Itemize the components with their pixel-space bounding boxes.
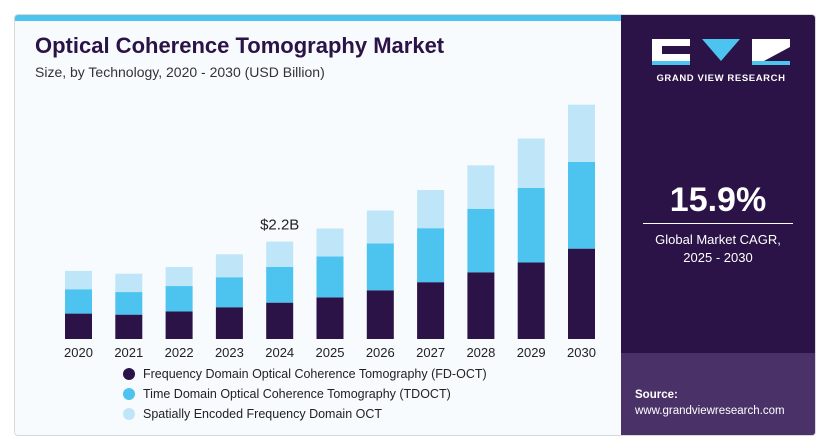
bar-2027-series-3: [417, 190, 445, 229]
bar-2030-series-1: [568, 248, 595, 339]
x-tick-label-2029: 2029: [517, 345, 546, 360]
bar-2025-series-1: [316, 297, 344, 339]
bar-2023-series-3: [215, 254, 243, 278]
legend-swatch-fd-oct: [123, 368, 135, 380]
bar-2020-series-3: [65, 270, 92, 290]
legend-item-spatially-encoded: Spatially Encoded Frequency Domain OCT: [123, 404, 487, 424]
cagr-label-line2: 2025 - 2030: [683, 250, 753, 265]
chart-title: Optical Coherence Tomography Market: [35, 33, 445, 58]
x-tick-label-2023: 2023: [215, 345, 244, 360]
bar-2027-series-1: [417, 282, 445, 339]
x-tick-label-2027: 2027: [416, 345, 445, 360]
bar-2029-series-2: [517, 187, 545, 263]
bar-2022-series-2: [165, 286, 193, 312]
bar-2020-series-2: [65, 289, 92, 314]
bar-2021-series-2: [115, 292, 143, 315]
legend-label-spatially-encoded: Spatially Encoded Frequency Domain OCT: [143, 407, 383, 421]
bar-2020-series-1: [65, 313, 92, 339]
cagr-divider: [643, 223, 793, 224]
cagr-value: 15.9%: [669, 181, 767, 219]
x-tick-label-2025: 2025: [316, 345, 345, 360]
brand-logo: GRAND VIEW RESEARCH: [646, 37, 796, 107]
grand-view-research-logo-icon: [652, 39, 790, 65]
bar-2026-series-1: [366, 290, 394, 339]
source-url[interactable]: www.grandviewresearch.com: [635, 405, 785, 417]
bar-2024-series-2: [266, 267, 294, 303]
bar-2021-series-3: [115, 273, 143, 293]
accent-bar: [15, 15, 621, 21]
x-tick-label-2030: 2030: [567, 345, 596, 360]
x-tick-label-2026: 2026: [366, 345, 395, 360]
x-tick-label-2022: 2022: [165, 345, 194, 360]
legend-label-tdoct: Time Domain Optical Coherence Tomography…: [143, 387, 451, 401]
bar-2023-series-1: [215, 307, 243, 339]
bar-2023-series-2: [215, 277, 243, 308]
bar-2028-series-1: [467, 272, 495, 339]
bar-2030-series-3: [568, 104, 595, 162]
cagr-label-line1: Global Market CAGR,: [655, 232, 781, 247]
bar-2021-series-1: [115, 314, 143, 339]
legend-swatch-spatially-encoded: [123, 408, 135, 420]
bar-2024-series-3: [266, 241, 294, 267]
x-tick-label-2020: 2020: [64, 345, 93, 360]
cagr-label: Global Market CAGR, 2025 - 2030: [621, 231, 815, 267]
infographic-frame: Optical Coherence Tomography Market Size…: [14, 14, 816, 436]
bar-2025-series-3: [316, 228, 344, 257]
x-tick-label-2028: 2028: [466, 345, 495, 360]
bar-2022-series-3: [165, 267, 193, 287]
chart-legend: Frequency Domain Optical Coherence Tomog…: [123, 364, 487, 424]
legend-item-fd-oct: Frequency Domain Optical Coherence Tomog…: [123, 364, 487, 384]
bar-2026-series-3: [366, 210, 394, 244]
brand-name: GRAND VIEW RESEARCH: [656, 73, 786, 84]
source-label: Source:: [635, 389, 678, 401]
annotation-2024: $2.2B: [260, 217, 299, 234]
summary-sidebar: GRAND VIEW RESEARCH 15.9% Global Market …: [621, 15, 815, 435]
bar-2025-series-2: [316, 256, 344, 298]
stacked-bar-chart: 2020 2021 2022 2023 2024 2025 2026 2027 2028 2029…: [64, 104, 596, 360]
bar-2028-series-3: [467, 165, 495, 209]
chart-subtitle: Size, by Technology, 2020 - 2030 (USD Bi…: [35, 64, 325, 80]
bar-2027-series-2: [417, 228, 445, 283]
bar-2029-series-3: [517, 138, 545, 188]
bar-2024-series-1: [266, 302, 294, 339]
x-tick-label-2021: 2021: [114, 345, 143, 360]
bar-2028-series-2: [467, 208, 495, 273]
legend-swatch-tdoct: [123, 388, 135, 400]
legend-label-fd-oct: Frequency Domain Optical Coherence Tomog…: [143, 367, 487, 381]
bar-2030-series-2: [568, 161, 595, 249]
source-box: Source: www.grandviewresearch.com: [621, 353, 815, 435]
bar-2022-series-1: [165, 311, 193, 339]
bar-2026-series-2: [366, 243, 394, 291]
legend-item-tdoct: Time Domain Optical Coherence Tomography…: [123, 384, 487, 404]
bar-2029-series-1: [517, 262, 545, 339]
x-tick-label-2024: 2024: [265, 345, 294, 360]
